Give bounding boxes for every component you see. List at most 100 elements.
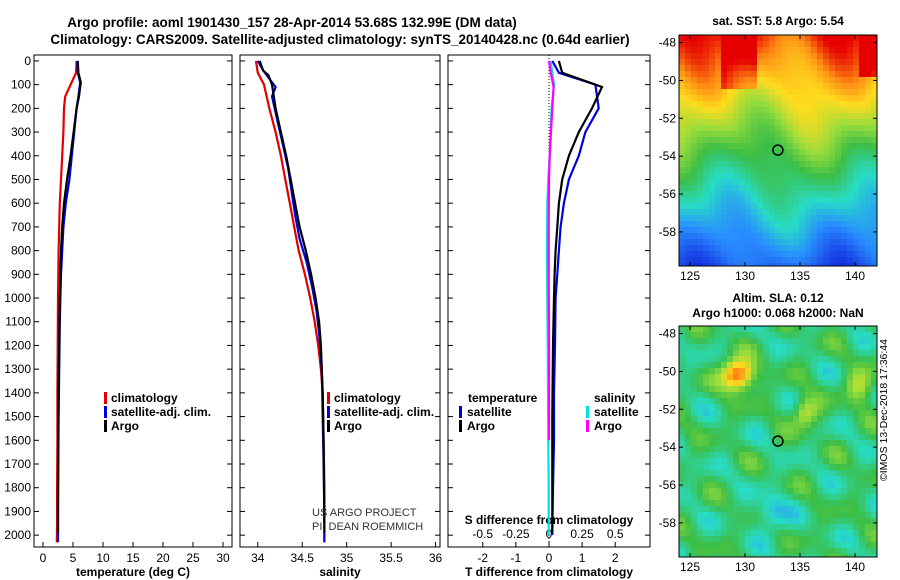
map-cell	[799, 239, 805, 245]
map-cell	[685, 263, 691, 266]
map-cell	[847, 251, 853, 257]
map-cell	[691, 143, 697, 149]
map-cell	[829, 143, 835, 149]
map-cell	[703, 362, 709, 368]
map-cell	[835, 197, 841, 203]
map-cell	[817, 113, 823, 119]
map-cell	[739, 500, 745, 506]
map-cell	[769, 374, 775, 380]
x-axis-label: salinity	[319, 565, 361, 579]
map-cell	[727, 452, 733, 458]
map-cell	[829, 356, 835, 362]
map-cell	[691, 524, 697, 530]
map-cell	[865, 494, 871, 500]
map-cell	[781, 404, 787, 410]
map-cell	[781, 326, 787, 332]
map-cell	[847, 356, 853, 362]
x-tick-label: 5	[70, 551, 77, 565]
map-cell	[817, 41, 823, 47]
temperature-profile-panel: 0100200300400500600700800900100011001200…	[4, 54, 233, 579]
map-cell	[769, 506, 775, 512]
map-cell	[691, 548, 697, 554]
map-cell	[865, 239, 871, 245]
map-cell	[679, 440, 685, 446]
map-cell	[691, 41, 697, 47]
map-cell	[769, 125, 775, 131]
map-cell	[865, 179, 871, 185]
map-cell	[847, 53, 853, 59]
map-cell	[739, 410, 745, 416]
map-cell	[727, 464, 733, 470]
map-cell	[787, 470, 793, 476]
y-tick-label: 1100	[5, 315, 31, 329]
map-cell	[697, 77, 703, 83]
map-cell	[703, 125, 709, 131]
map-cell	[763, 494, 769, 500]
map-cell	[751, 440, 757, 446]
map-y-tick-label: -50	[659, 364, 677, 378]
x-tick-label: 34	[251, 551, 265, 565]
map-cell	[781, 263, 787, 266]
map-cell	[811, 59, 817, 65]
map-cell	[697, 155, 703, 161]
map-cell	[709, 422, 715, 428]
map-cell	[829, 83, 835, 89]
map-cell	[841, 416, 847, 422]
map-cell	[679, 518, 685, 524]
y-tick-label: 1800	[4, 481, 31, 495]
map-cell	[793, 203, 799, 209]
map-cell	[865, 83, 871, 89]
map-cell	[775, 239, 781, 245]
map-cell	[811, 41, 817, 47]
map-cell	[835, 119, 841, 125]
map-cell	[775, 494, 781, 500]
map-cell	[835, 536, 841, 542]
map-cell	[811, 350, 817, 356]
map-cell	[847, 191, 853, 197]
map-cell	[715, 356, 721, 362]
map-cell	[775, 554, 781, 557]
legend-entry: satellite-adj. clim.	[111, 405, 211, 419]
map-cell	[829, 197, 835, 203]
map-cell	[733, 149, 739, 155]
map-cell	[787, 137, 793, 143]
map-cell	[751, 482, 757, 488]
series-line	[56, 60, 82, 533]
map-cell	[847, 95, 853, 101]
map-cell	[757, 410, 763, 416]
map-cell	[697, 209, 703, 215]
map-cell	[697, 488, 703, 494]
map-cell	[865, 524, 871, 530]
map-cell	[715, 422, 721, 428]
map-cell	[685, 392, 691, 398]
map-cell	[739, 113, 745, 119]
map-cell	[751, 500, 757, 506]
map-cell	[739, 392, 745, 398]
map-cell	[727, 179, 733, 185]
map-cell	[835, 488, 841, 494]
map-cell	[793, 398, 799, 404]
map-cell	[751, 197, 757, 203]
map-cell	[721, 101, 727, 107]
plot-frame	[239, 54, 441, 548]
map-cell	[793, 251, 799, 257]
map-cell	[715, 440, 721, 446]
map-subtitle: Argo h1000: 0.068 h2000: NaN	[692, 306, 863, 320]
map-cell	[709, 239, 715, 245]
map-cell	[685, 107, 691, 113]
map-cell	[739, 536, 745, 542]
map-cell	[805, 362, 811, 368]
map-cell	[859, 554, 865, 557]
map-cell	[841, 149, 847, 155]
map-cell	[763, 422, 769, 428]
map-cell	[727, 422, 733, 428]
map-cell	[697, 149, 703, 155]
map-cell	[787, 338, 793, 344]
map-y-tick-label: -52	[659, 111, 677, 125]
map-cell	[757, 77, 763, 83]
map-cell	[775, 197, 781, 203]
map-cell	[799, 101, 805, 107]
map-cell	[823, 452, 829, 458]
map-cell	[715, 245, 721, 251]
map-cell	[859, 107, 865, 113]
